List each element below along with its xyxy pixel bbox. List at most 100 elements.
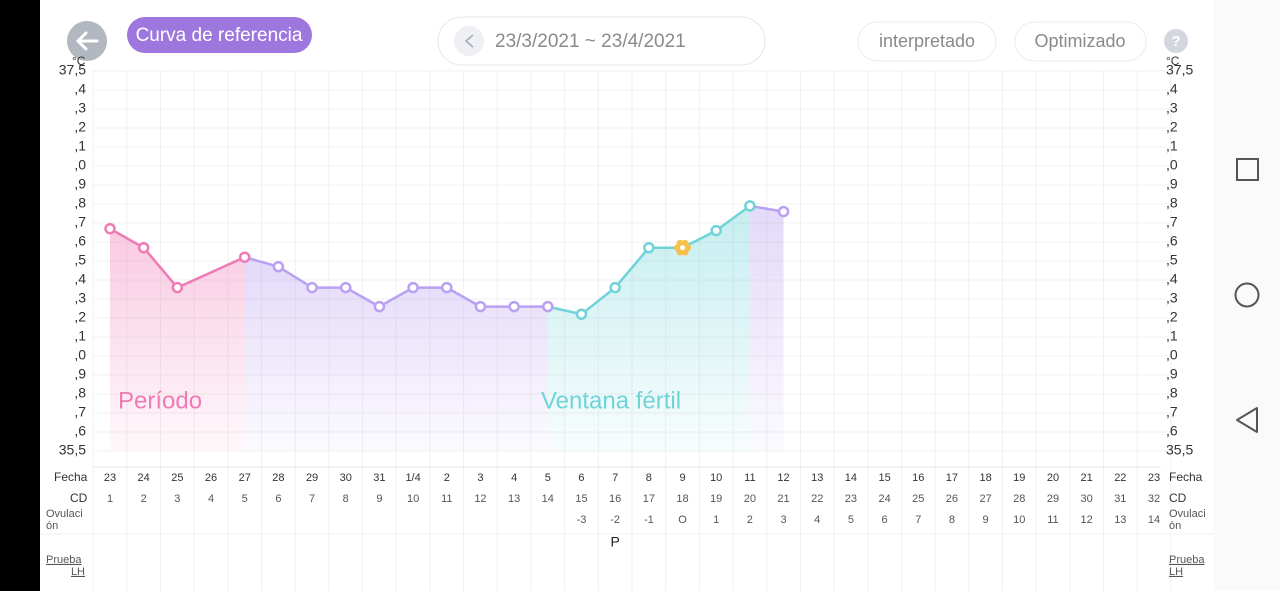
cd-label: 3 xyxy=(174,493,180,505)
unit-left: °C xyxy=(72,54,86,68)
y-tick-label: ,6 xyxy=(74,423,86,439)
data-point xyxy=(744,200,756,212)
date-label: 29 xyxy=(306,472,318,484)
date-range-box[interactable] xyxy=(437,16,766,66)
y-tick-label: 35,5 xyxy=(1166,442,1193,458)
line-segment xyxy=(176,256,246,289)
nav-home[interactable] xyxy=(1234,282,1260,308)
phase-area xyxy=(749,205,784,451)
date-label: 10 xyxy=(710,472,722,484)
left-bar xyxy=(0,0,40,591)
line-segment xyxy=(244,255,279,268)
y-tick-label: ,9 xyxy=(74,366,86,382)
ovulation-point xyxy=(680,245,686,251)
date-label: 16 xyxy=(912,472,924,484)
ovulation-day: 10 xyxy=(1013,514,1025,526)
phase-area xyxy=(110,228,245,451)
line-segment xyxy=(614,246,650,289)
help-label: ? xyxy=(1171,33,1180,50)
data-point xyxy=(777,205,790,218)
reference-button[interactable] xyxy=(127,17,312,53)
ovulation-day: -1 xyxy=(644,514,654,526)
y-tick-label: ,3 xyxy=(74,290,86,306)
ovulation-day: 14 xyxy=(1148,514,1160,526)
cd-label: 6 xyxy=(275,493,281,505)
date-range: 23/3/2021 ~ 23/4/2021 xyxy=(495,31,686,52)
ovulation-day: 8 xyxy=(949,514,955,526)
phase-area xyxy=(547,205,750,451)
y-tick-label: ,4 xyxy=(1166,81,1178,97)
ovulation-day: 6 xyxy=(882,514,888,526)
help-icon[interactable] xyxy=(1164,29,1188,53)
cd-label: 17 xyxy=(643,493,655,505)
data-point xyxy=(508,300,520,313)
data-point xyxy=(710,224,722,237)
y-tick-label: ,4 xyxy=(1166,271,1178,287)
cd-label: 15 xyxy=(575,493,587,505)
y-tick-label: 37,5 xyxy=(59,62,86,78)
cd-label: 18 xyxy=(676,493,688,505)
date-label: 3 xyxy=(477,472,483,484)
line-segment xyxy=(715,204,751,232)
nav-recent[interactable] xyxy=(1236,158,1259,181)
date-label: 12 xyxy=(777,472,789,484)
back-button[interactable] xyxy=(67,21,107,61)
data-point xyxy=(575,308,588,320)
date-label: 15 xyxy=(878,472,890,484)
y-tick-label: ,3 xyxy=(74,100,86,116)
cd-label: 11 xyxy=(441,493,452,505)
tab[interactable] xyxy=(1014,21,1147,62)
phase-area xyxy=(244,257,548,451)
ovulation-day: 7 xyxy=(915,514,921,526)
ovulation-day: 4 xyxy=(814,514,820,526)
date-label: 30 xyxy=(340,472,352,484)
ovulation-day: 2 xyxy=(747,514,753,526)
tab[interactable] xyxy=(857,21,997,62)
lh-link[interactable]: Prueba xyxy=(1169,554,1205,566)
lh-result: P xyxy=(610,534,619,550)
date-label: 22 xyxy=(1114,472,1126,484)
y-tick-label: ,3 xyxy=(1166,290,1178,306)
date-label: 6 xyxy=(578,472,584,484)
y-tick-label: ,7 xyxy=(74,214,86,230)
tab-label: interpretado xyxy=(879,31,975,51)
y-tick-label: ,1 xyxy=(74,138,86,154)
y-tick-label: ,6 xyxy=(74,233,86,249)
lh-link[interactable]: LH xyxy=(1169,566,1183,578)
y-tick-label: ,8 xyxy=(1166,195,1178,211)
lh-link[interactable]: Prueba xyxy=(46,554,82,566)
cd-label: 8 xyxy=(343,493,349,505)
y-tick-label: ,1 xyxy=(74,328,86,344)
date-label: 26 xyxy=(205,472,217,484)
y-tick-label: ,4 xyxy=(74,81,86,97)
y-tick-label: ,6 xyxy=(1166,423,1178,439)
data-point xyxy=(441,281,453,294)
row-label: ón xyxy=(1169,520,1181,532)
line-segment xyxy=(580,286,616,316)
cd-label: 9 xyxy=(376,493,382,505)
data-point xyxy=(542,300,554,313)
nav-back[interactable] xyxy=(1236,407,1258,433)
lh-link[interactable]: LH xyxy=(71,566,85,578)
phase-label: Ventana fértil xyxy=(541,387,681,414)
date-label: 21 xyxy=(1081,472,1093,484)
data-point xyxy=(137,241,150,254)
date-label: 1/4 xyxy=(405,472,420,484)
y-tick-label: ,0 xyxy=(74,157,86,173)
line-segment xyxy=(446,286,482,308)
date-label: 9 xyxy=(679,472,685,484)
y-tick-label: ,9 xyxy=(1166,176,1178,192)
y-tick-label: ,3 xyxy=(1166,100,1178,116)
reference-label: Curva de referencia xyxy=(136,25,303,46)
date-label: 31 xyxy=(373,472,385,484)
row-label: Ovulaci xyxy=(46,508,83,520)
date-label: 7 xyxy=(612,472,618,484)
data-point xyxy=(474,300,487,313)
date-label: 28 xyxy=(272,472,284,484)
cd-label: 10 xyxy=(407,493,419,505)
date-label: 11 xyxy=(744,472,755,484)
data-point xyxy=(339,281,352,294)
date-label: 23 xyxy=(1148,472,1160,484)
cd-label: 14 xyxy=(542,493,554,505)
cd-label: 20 xyxy=(744,493,756,505)
